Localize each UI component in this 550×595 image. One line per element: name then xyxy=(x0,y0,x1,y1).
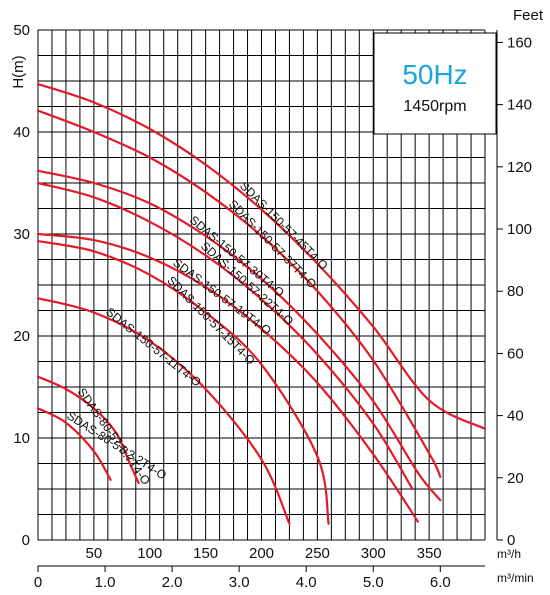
x2-tick-label: 2.0 xyxy=(162,574,183,591)
curve-sdas-150-57-11t4-o xyxy=(36,297,291,525)
curve-label: SDAS-150-57-11T4-O xyxy=(103,305,204,390)
x-tick-label: 100 xyxy=(137,545,162,562)
x-tick-label: 350 xyxy=(417,545,442,562)
axis-ticks: 0 10 20 30 40 50 0 20 40 60 80 100 120 140 160 50 100 150… xyxy=(13,22,532,591)
x-tick-label: 150 xyxy=(193,545,218,562)
y-tick-label: 10 xyxy=(13,430,30,447)
y-tick-label: 20 xyxy=(13,328,30,345)
y2-tick-label: 0 xyxy=(507,532,515,549)
chart-subtitle: 1450rpm xyxy=(403,98,466,115)
x2-tick-label: 1.0 xyxy=(95,574,116,591)
y2-tick-label: 60 xyxy=(507,345,524,362)
y2-tick-label: 80 xyxy=(507,283,524,300)
y2-axis-label: Feet xyxy=(513,7,544,24)
y2-tick-label: 20 xyxy=(507,470,524,487)
x-tick-label: 200 xyxy=(249,545,274,562)
curve-sdas-150-57-37t4-o xyxy=(36,109,442,478)
x2-tick-label: 3.0 xyxy=(229,574,250,591)
pump-curves xyxy=(36,83,487,525)
x2-tick-label: 0 xyxy=(34,574,42,591)
y-tick-label: 50 xyxy=(13,22,30,39)
curve-sdas-80-57-2.2t4-o xyxy=(36,407,112,481)
title-box: 50Hz 1450rpm xyxy=(373,32,497,135)
x-tick-label: 250 xyxy=(305,545,330,562)
curve-sdas-80-57-3.7t4-o xyxy=(36,375,140,484)
y-tick-label: 0 xyxy=(22,532,30,549)
curve-sdas-150-57-19t4-o xyxy=(36,232,419,523)
curve-sdas-150-57-30t4-o xyxy=(36,169,442,502)
y2-tick-label: 140 xyxy=(507,97,532,114)
x2-tick-label: 4.0 xyxy=(296,574,317,591)
y-tick-label: 40 xyxy=(13,124,30,141)
curve-labels: SDAS-150-57-45T4-OSDAS-150-57-37T4-OSDAS… xyxy=(64,179,330,488)
curve-sdas-150-57-22t4-o xyxy=(36,181,414,491)
x2-tick-label: 5.0 xyxy=(363,574,384,591)
x2-tick-label: 6.0 xyxy=(430,574,451,591)
grid xyxy=(37,29,498,567)
y-tick-label: 30 xyxy=(13,226,30,243)
curve-sdas-150-57-45t4-o xyxy=(36,83,487,430)
y2-tick-label: 40 xyxy=(507,408,524,425)
chart-title: 50Hz xyxy=(402,59,467,90)
y2-tick-label: 100 xyxy=(507,221,532,238)
curve-sdas-150-57-15t4-o xyxy=(36,240,330,525)
y2-tick-label: 160 xyxy=(507,34,532,51)
y-axis-label: H(m) xyxy=(10,55,27,88)
x-tick-label: 50 xyxy=(86,545,103,562)
x2-axis-unit: m³/min xyxy=(497,571,534,585)
x-tick-label: 300 xyxy=(361,545,386,562)
x-axis-unit: m³/h xyxy=(497,547,521,561)
y2-tick-label: 120 xyxy=(507,159,532,176)
